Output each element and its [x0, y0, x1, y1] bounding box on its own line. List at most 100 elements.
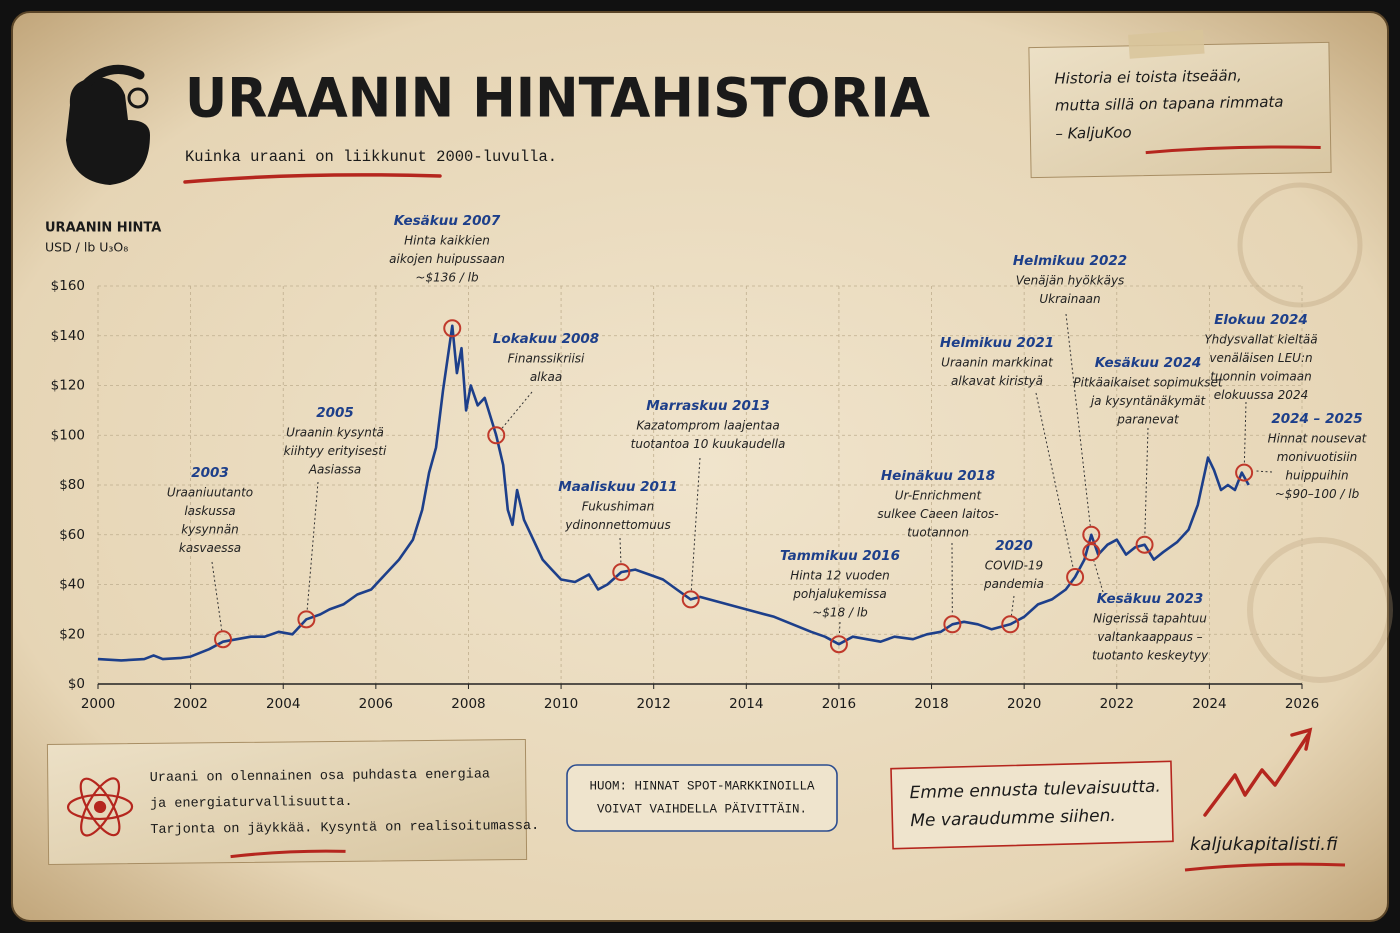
x-tick-label: 2012 — [637, 696, 671, 712]
x-tick-label: 2022 — [1100, 696, 1134, 712]
annotation-title: Tammikuu 2016 — [780, 548, 900, 564]
coffee-stain — [1247, 537, 1393, 683]
note-line: HUOM: HINNAT SPOT-MARKKINOILLA — [589, 779, 815, 793]
y-tick-label: $100 — [51, 427, 85, 443]
y-tick-label: $40 — [59, 577, 85, 593]
x-tick-label: 2000 — [81, 696, 115, 712]
annotation-text: Fukushiman — [582, 500, 654, 514]
info-line: Uraani on olennainen osa puhdasta energi… — [150, 767, 490, 786]
arrow-icon — [1290, 727, 1313, 751]
y-axis-title: URAANIN HINTA — [45, 221, 161, 236]
x-tick-label: 2004 — [266, 696, 300, 712]
quote-line: Historia ei toista itseään, — [1054, 66, 1242, 87]
note-box — [566, 764, 838, 832]
annotation-title: Heinäkuu 2018 — [881, 468, 995, 484]
x-tick-label: 2014 — [729, 696, 763, 712]
annotation-text: valtankaappaus – — [1097, 630, 1202, 644]
annotation-text: Nigerissä tapahtuu — [1093, 612, 1207, 626]
paper — [11, 11, 1389, 922]
event-marker — [1066, 568, 1085, 587]
event-marker — [214, 630, 233, 649]
title: URAANIN HINTAHISTORIA — [185, 67, 930, 130]
annotation-text: pohjalukemissa — [792, 587, 886, 601]
annotation-title: 2020 — [995, 538, 1033, 554]
annotation-text: ~$136 / lb — [415, 271, 479, 285]
annotation-text: Hinta kaikkien — [404, 234, 490, 248]
motto-card: Emme ennusta tulevaisuutta. Me varaudumm… — [890, 760, 1174, 850]
note-line: VOIVAT VAIHDELLA PÄIVITTÄIN. — [597, 802, 807, 816]
annotation-text: COVID-19 — [985, 559, 1043, 573]
chart: URAANIN HINTA USD / lb U₃O₈ $0 $20 $40 $60 $… — [45, 213, 1368, 712]
event-marker — [681, 590, 700, 609]
annotation-text: Uraanin kysyntä — [286, 426, 384, 440]
annotation-text: ~$18 / lb — [812, 606, 868, 620]
x-tick-label: 2002 — [173, 696, 207, 712]
annotation-text: Hinnat nousevat — [1268, 432, 1368, 446]
annotation-text: Uraaniuutanto — [167, 486, 253, 500]
quote-line: mutta sillä on tapana rimmata — [1055, 93, 1284, 115]
annotation-title: 2024 – 2025 — [1271, 411, 1362, 427]
event-marker — [297, 610, 316, 629]
info-line: ja energiaturvallisuutta. — [150, 795, 353, 812]
annotation-text: Ukrainaan — [1039, 292, 1100, 306]
leader-line — [501, 391, 533, 429]
annotation-title: 2003 — [191, 465, 229, 481]
y-tick-label: $80 — [59, 477, 85, 493]
event-marker — [1082, 525, 1101, 544]
annotation-text: Pitkäaikaiset sopimukset — [1073, 376, 1223, 390]
x-tick-label: 2018 — [914, 696, 948, 712]
annotation-text: kysynnän — [181, 523, 239, 537]
info-card: Uraani on olennainen osa puhdasta energi… — [46, 738, 539, 865]
annotation-text: Yhdysvallat kieltää — [1204, 333, 1317, 347]
leader-line — [1093, 560, 1104, 593]
annotation-title: Maaliskuu 2011 — [558, 479, 677, 495]
annotation-title: Helmikuu 2021 — [940, 335, 1054, 351]
annotation-text: ydinonnettomuus — [564, 518, 671, 532]
annotation-text: laskussa — [184, 504, 235, 518]
event-marker — [943, 615, 962, 634]
annotation-title: Kesäkuu 2023 — [1097, 591, 1204, 607]
underline — [1184, 862, 1346, 872]
x-tick-label: 2008 — [451, 696, 485, 712]
annotation-title: Marraskuu 2013 — [646, 398, 769, 414]
annotation-text: ~$90–100 / lb — [1275, 487, 1360, 501]
y-tick-label: $140 — [51, 328, 85, 344]
y-tick-label: $20 — [59, 626, 85, 642]
annotation-text: monivuotisiin — [1277, 450, 1358, 464]
annotation-title: Lokakuu 2008 — [493, 331, 599, 347]
annotation-text: aikojen huipussaan — [389, 252, 505, 266]
annotation-title: Kesäkuu 2024 — [1095, 355, 1202, 371]
annotation-text: pandemia — [983, 577, 1044, 591]
coffee-stain — [1237, 182, 1363, 308]
annotation-text: ja kysyntänäkymät — [1089, 394, 1207, 408]
annotation-text: venäläisen LEU:n — [1209, 351, 1312, 365]
event-marker — [443, 319, 462, 338]
event-marker — [487, 426, 506, 445]
event-marker — [1001, 615, 1020, 634]
y-tick-label: $0 — [68, 676, 85, 692]
event-marker — [829, 635, 848, 654]
annotation-text: kasvaessa — [179, 541, 241, 555]
event-marker — [1135, 535, 1154, 554]
underline — [183, 173, 442, 184]
x-tick-label: 2020 — [1007, 696, 1041, 712]
annotation-text: paranevat — [1116, 413, 1180, 427]
annotation-text: tuonnin voimaan — [1210, 370, 1311, 384]
x-tick-label: 2006 — [359, 696, 393, 712]
annotation-text: Kazatomprom laajentaa — [636, 419, 779, 433]
annotation-text: Uraanin markkinat — [941, 356, 1054, 370]
annotation-text: Aasiassa — [308, 463, 361, 477]
logo — [66, 64, 150, 185]
event-marker — [1235, 463, 1254, 482]
event-marker — [1082, 543, 1101, 562]
x-tick-label: 2016 — [822, 696, 856, 712]
website: kaljukapitalisti.fi — [1190, 834, 1338, 855]
annotation-text: tuotantoa 10 kuukaudella — [631, 437, 786, 451]
leader-line — [1035, 392, 1074, 569]
x-tick-label: 2024 — [1192, 696, 1226, 712]
annotation-title: 2005 — [316, 405, 354, 421]
y-axis-unit: USD / lb U₃O₈ — [45, 240, 128, 255]
annotation-text: Finanssikriisi — [508, 352, 585, 366]
y-tick-label: $60 — [59, 527, 85, 543]
